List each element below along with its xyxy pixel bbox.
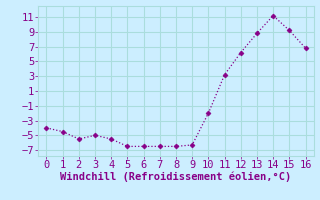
X-axis label: Windchill (Refroidissement éolien,°C): Windchill (Refroidissement éolien,°C) <box>60 172 292 182</box>
